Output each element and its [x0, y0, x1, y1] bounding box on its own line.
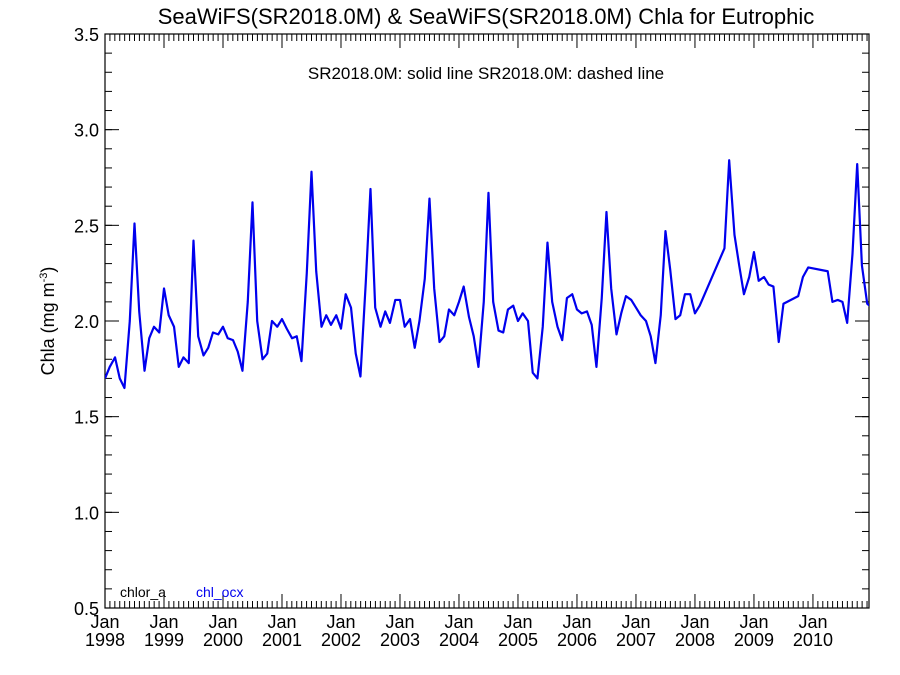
y-tick-label: 3.5 — [74, 25, 99, 45]
y-tick-label: 2.0 — [74, 312, 99, 332]
x-tick-year: 2006 — [557, 630, 597, 650]
x-tick-labels: Jan1998Jan1999Jan2000Jan2001Jan2002Jan20… — [85, 612, 833, 650]
x-tick-month: Jan — [326, 612, 355, 632]
y-tick-label: 1.0 — [74, 503, 99, 523]
y-tick-label: 1.5 — [74, 408, 99, 428]
y-axis-label-superscript: -3 — [38, 273, 50, 283]
x-tick-month: Jan — [739, 612, 768, 632]
chart-title: SeaWiFS(SR2018.0M) & SeaWiFS(SR2018.0M) … — [158, 4, 815, 29]
x-tick-year: 1999 — [144, 630, 184, 650]
x-tick-year: 1998 — [85, 630, 125, 650]
legend-chlor-a: chlor_a — [120, 584, 166, 600]
y-tick-label: 0.5 — [74, 599, 99, 619]
x-tick-month: Jan — [798, 612, 827, 632]
x-tick-month: Jan — [503, 612, 532, 632]
x-tick-month: Jan — [208, 612, 237, 632]
x-tick-year: 2010 — [793, 630, 833, 650]
x-tick-year: 2000 — [203, 630, 243, 650]
x-tick-month: Jan — [90, 612, 119, 632]
x-tick-year: 2004 — [439, 630, 479, 650]
x-tick-year: 2008 — [675, 630, 715, 650]
x-tick-month: Jan — [267, 612, 296, 632]
x-tick-month: Jan — [562, 612, 591, 632]
series-line-chl-ocx — [105, 159, 869, 390]
legend-chl-ocx: chl_ocx — [196, 584, 243, 600]
x-tick-month: Jan — [621, 612, 650, 632]
x-tick-year: 2001 — [262, 630, 302, 650]
series-group — [105, 159, 869, 390]
y-tick-label: 2.5 — [74, 216, 99, 236]
x-tick-month: Jan — [385, 612, 414, 632]
plot-frame — [104, 33, 870, 609]
x-tick-year: 2005 — [498, 630, 538, 650]
y-axis-label-close: ) — [38, 267, 58, 273]
x-tick-month: Jan — [444, 612, 473, 632]
x-tick-year: 2003 — [380, 630, 420, 650]
x-tick-year: 2002 — [321, 630, 361, 650]
x-tick-year: 2009 — [734, 630, 774, 650]
x-tick-month: Jan — [680, 612, 709, 632]
line-style-note: SR2018.0M: solid line SR2018.0M: dashed … — [308, 64, 664, 83]
x-tick-month: Jan — [149, 612, 178, 632]
y-axis-label: Chla (mg m-3) — [38, 267, 58, 376]
y-axis-label-text: Chla (mg m — [38, 282, 58, 375]
y-tick-labels: 0.5 1.0 1.5 2.0 2.5 3.0 3.5 — [74, 25, 99, 619]
axis-ticks — [104, 33, 869, 609]
y-tick-label: 3.0 — [74, 121, 99, 141]
x-tick-year: 2007 — [616, 630, 656, 650]
